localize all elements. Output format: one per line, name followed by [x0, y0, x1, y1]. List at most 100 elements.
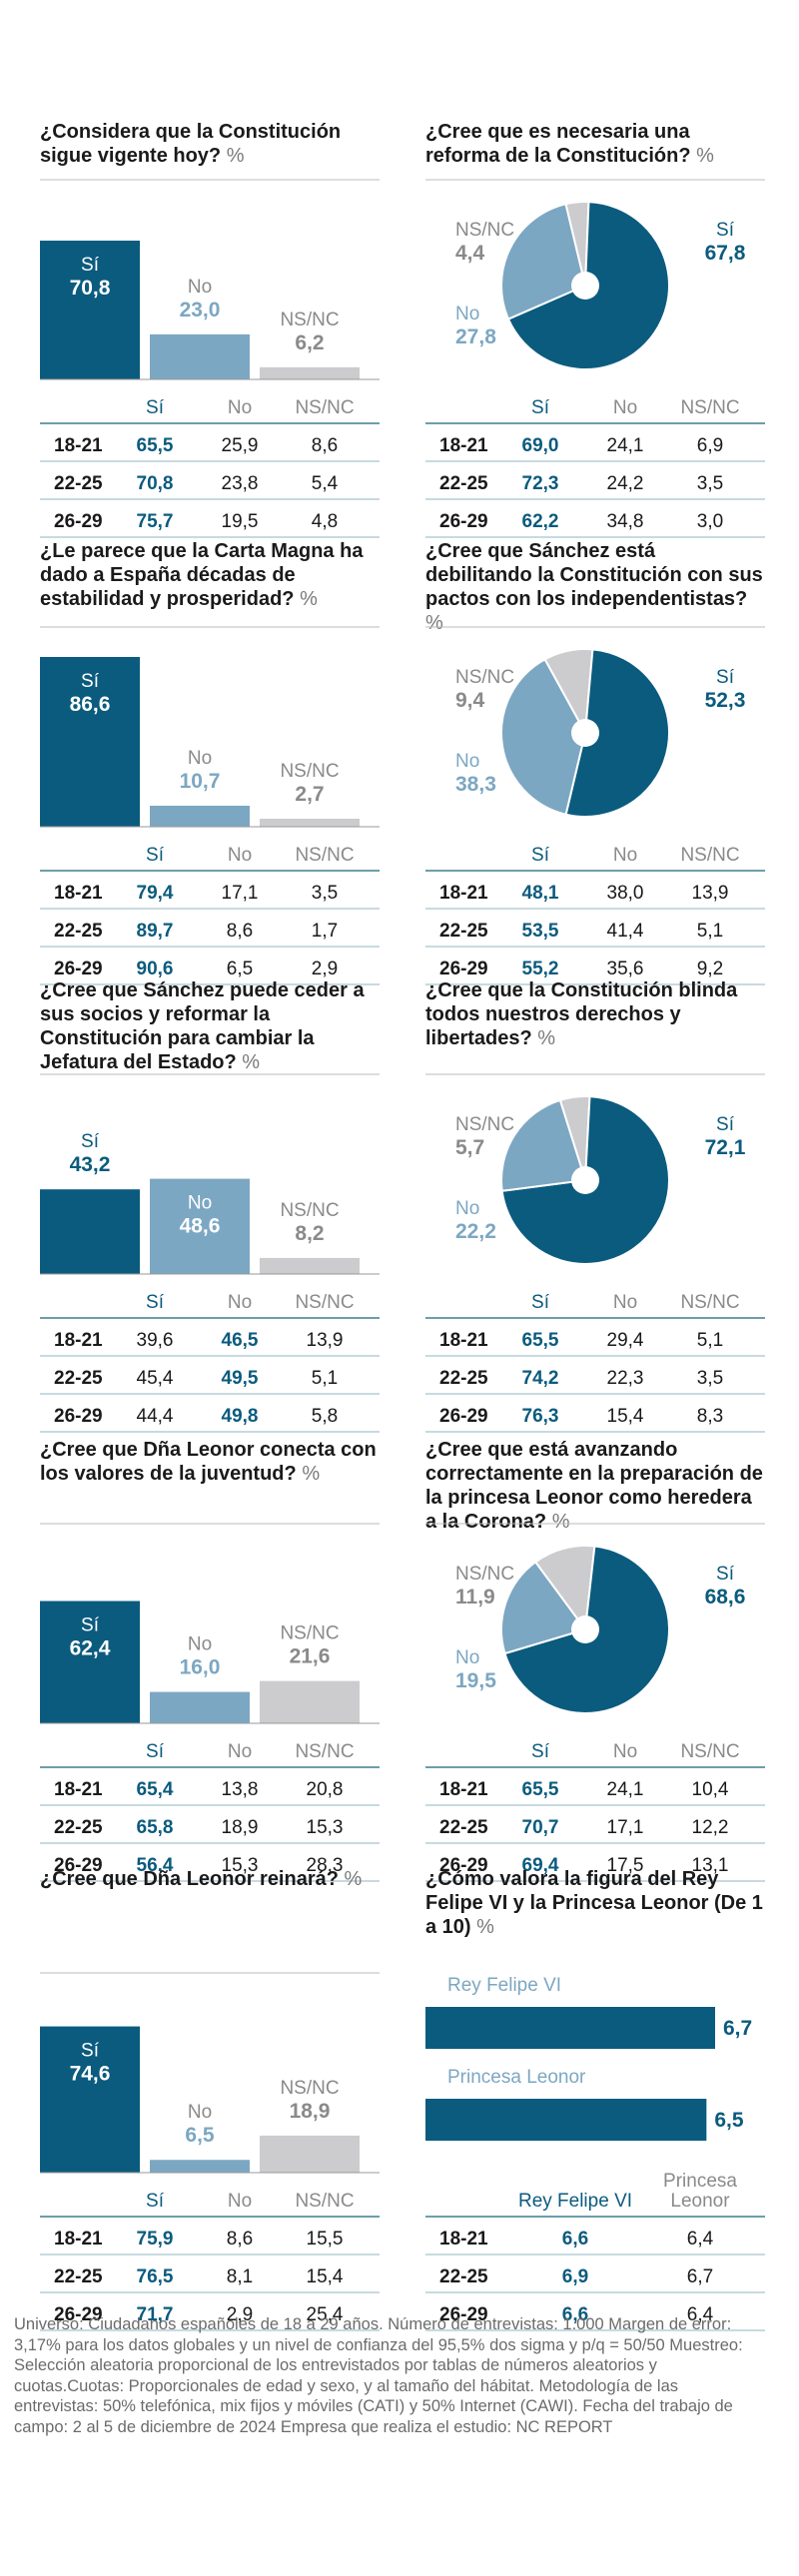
table-cell: 12,2	[692, 1817, 729, 1838]
table-cell: 4,8	[312, 511, 338, 532]
pie-value-label: 38,3	[455, 773, 496, 796]
table-cell: 3,5	[312, 883, 338, 904]
table-cell: 53,5	[522, 921, 559, 942]
table-cell: 69,4	[522, 1855, 559, 1876]
pie-center-hole	[571, 272, 599, 300]
panel-title: ¿Cree que la Constitución blinda todos n…	[425, 979, 738, 1049]
bar-si	[40, 657, 140, 827]
pie-category-label: No	[455, 1198, 479, 1219]
table-cell: 8,1	[227, 2266, 253, 2287]
table-cell: 10,4	[692, 1779, 729, 1800]
table-cell: 2,9	[312, 959, 338, 979]
table-cell: 76,5	[137, 2266, 174, 2287]
table-cell: 8,6	[312, 435, 338, 456]
table-cell: 65,5	[522, 1330, 559, 1351]
table-header: No	[228, 1292, 252, 1313]
pie-center-hole	[571, 719, 599, 747]
table-cell: 5,1	[312, 1368, 338, 1389]
pie-category-label: No	[455, 751, 479, 772]
table-header: Sí	[146, 2191, 165, 2212]
table-row-label: 18-21	[439, 1330, 488, 1351]
pie-value-label: 67,8	[705, 242, 746, 265]
pie-slice-nsnc	[533, 1545, 596, 1632]
table-cell: 46,5	[222, 1330, 259, 1351]
table-header: No	[613, 1741, 637, 1762]
table-header: NS/NC	[680, 397, 739, 418]
bar-value-label: 23,0	[180, 299, 221, 322]
table-row-label: 22-25	[439, 473, 488, 494]
hbar-princesa	[425, 2099, 707, 2141]
bar-category-label: NS/NC	[280, 761, 339, 782]
table-cell: 15,5	[307, 2229, 344, 2250]
bar-value-label: 10,7	[180, 770, 221, 793]
panel-title: ¿Cree que Dña Leonor conecta con los val…	[40, 1439, 377, 1485]
bar-si	[40, 241, 140, 379]
bar-value-label: 48,6	[180, 1215, 221, 1238]
pie-value-label: 27,8	[455, 325, 496, 348]
table-cell: 69,0	[522, 435, 559, 456]
chart-valoracion: Rey Felipe VI 6,7 Princesa Leonor 6,5 Rey Fe…	[425, 1975, 765, 2331]
table-header: Sí	[146, 1292, 165, 1313]
pie-category-label: Sí	[716, 1564, 735, 1585]
table-header: No	[228, 845, 252, 866]
table-cell: 5,1	[697, 921, 723, 942]
table-cell: 49,8	[222, 1406, 259, 1427]
bar-category-label: NS/NC	[280, 2078, 339, 2099]
table-row-label: 22-25	[54, 921, 103, 942]
bar-value-label: 2,7	[295, 783, 324, 806]
pie-value-label: 72,1	[705, 1136, 746, 1159]
table-cell: 20,8	[307, 1779, 344, 1800]
bar-value-label: 6,5	[185, 2124, 215, 2147]
table-row-label: 18-21	[439, 883, 488, 904]
table-cell: 70,7	[522, 1817, 559, 1838]
table-header: Sí	[531, 1292, 550, 1313]
table-cell: 25,9	[222, 435, 259, 456]
table-row-label: 26-29	[439, 511, 488, 532]
bar-value-label: 70,8	[70, 277, 111, 300]
table-cell: 24,1	[607, 1779, 644, 1800]
table-cell: 65,5	[522, 1779, 559, 1800]
table-header: NS/NC	[680, 1292, 739, 1313]
table-cell: 13,1	[692, 1855, 729, 1876]
table-header: Sí	[531, 1741, 550, 1762]
pie-value-label: 22,2	[455, 1220, 496, 1243]
bar-si	[40, 1189, 140, 1274]
table-cell: 15,3	[222, 1855, 259, 1876]
bar-no	[150, 2160, 250, 2173]
table-header: NS/NC	[295, 1292, 354, 1313]
panel-title: ¿Considera que la Constitución sigue vig…	[40, 121, 342, 167]
table-row-label: 22-25	[439, 921, 488, 942]
pie-slice-no	[500, 203, 587, 321]
table-row-label: 18-21	[439, 2229, 488, 2250]
table-row-label: 26-29	[439, 2304, 488, 2325]
table-cell: 13,9	[307, 1330, 344, 1351]
bar-si	[40, 2026, 140, 2173]
table-row-label: 26-29	[54, 1406, 103, 1427]
table-row-label: 26-29	[54, 511, 103, 532]
hbar-category-label: Rey Felipe VI	[447, 1975, 561, 1996]
table-cell: 75,9	[137, 2229, 174, 2250]
table-cell: 56,4	[137, 1855, 174, 1876]
table-row-label: 26-29	[439, 1855, 488, 1876]
table-cell: 71,7	[137, 2304, 174, 2325]
table-row-label: 18-21	[439, 435, 488, 456]
bar-category-label: NS/NC	[280, 310, 339, 330]
table-header: Princesa Leonor	[663, 2171, 737, 2212]
table-cell: 3,0	[697, 511, 723, 532]
table-cell: 90,6	[137, 959, 174, 979]
bar-si	[40, 1601, 140, 1723]
table-cell: 39,6	[137, 1330, 174, 1351]
pie-value-label: 52,3	[705, 689, 746, 712]
table-header: No	[613, 397, 637, 418]
table-cell: 8,6	[227, 2229, 253, 2250]
pie-category-label: NS/NC	[455, 1564, 514, 1585]
bar-no	[150, 333, 250, 379]
table-cell: 6,4	[687, 2229, 714, 2250]
table-cell: 17,1	[222, 883, 259, 904]
bar-category-label: Sí	[81, 1615, 100, 1636]
